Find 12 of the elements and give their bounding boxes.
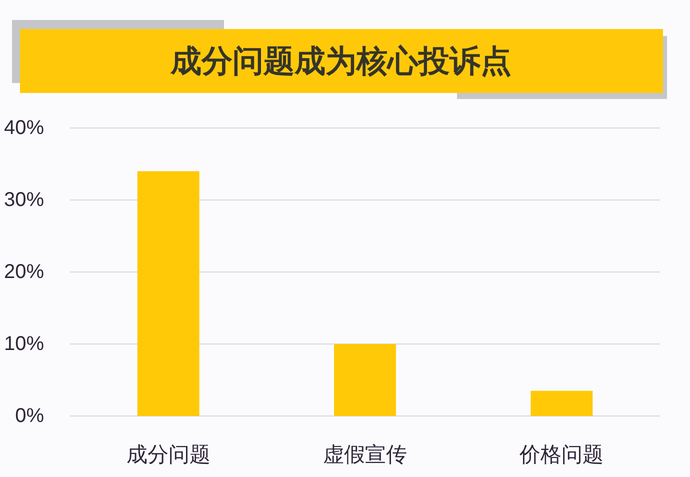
- x-tick-label: 成分问题: [126, 444, 210, 466]
- y-tick-label: 10%: [4, 333, 44, 355]
- bar: [137, 171, 200, 416]
- chart-title: 成分问题成为核心投诉点: [170, 44, 512, 78]
- bar: [530, 390, 593, 416]
- x-tick-label: 虚假宣传: [323, 444, 407, 466]
- y-tick-label: 20%: [4, 261, 44, 283]
- y-tick-label: 30%: [4, 189, 44, 211]
- y-tick-label: 0%: [15, 405, 44, 427]
- bar: [334, 344, 396, 416]
- x-tick-label: 价格问题: [518, 444, 604, 466]
- y-tick-label: 40%: [4, 117, 44, 139]
